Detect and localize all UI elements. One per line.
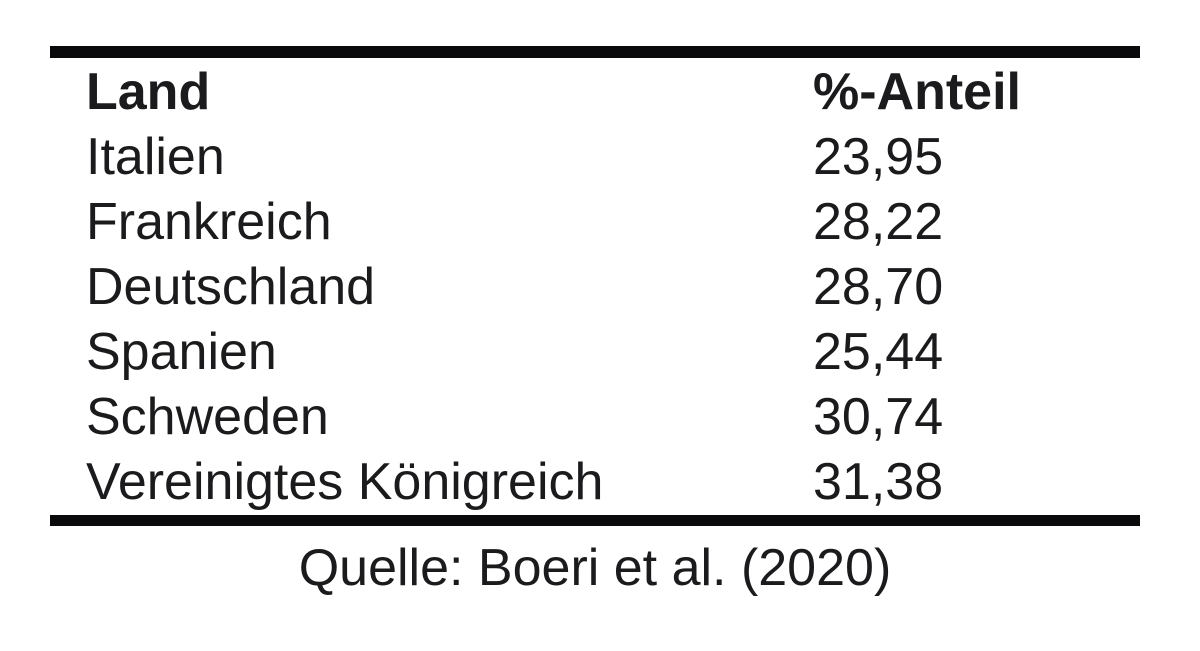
value-cell: 31,38 — [813, 453, 944, 511]
table-row: Schweden 30,74 — [86, 385, 1140, 450]
value-cell: 28,70 — [813, 258, 944, 316]
country-share-table: Land %-Anteil Italien 23,95 Frankreich 2… — [50, 46, 1140, 598]
value-cell: 28,22 — [813, 193, 944, 251]
country-cell: Frankreich — [86, 193, 332, 251]
table-row: Vereinigtes Königreich 31,38 — [86, 450, 1140, 515]
table-row: Frankreich 28,22 — [86, 190, 1140, 255]
column-header-anteil: %-Anteil — [813, 63, 1021, 121]
table-row: Spanien 25,44 — [86, 320, 1140, 385]
value-cell: 25,44 — [813, 323, 944, 381]
value-cell: 30,74 — [813, 388, 944, 446]
country-cell: Schweden — [86, 388, 329, 446]
country-cell: Spanien — [86, 323, 277, 381]
table-header-row: Land %-Anteil — [86, 60, 1140, 125]
table-bottom-rule — [50, 515, 1140, 526]
table-body: Land %-Anteil Italien 23,95 Frankreich 2… — [50, 58, 1140, 515]
country-cell: Deutschland — [86, 258, 376, 316]
value-cell: 23,95 — [813, 128, 944, 186]
table-top-rule — [50, 46, 1140, 58]
source-caption: Quelle: Boeri et al. (2020) — [298, 539, 892, 597]
column-header-land: Land — [86, 63, 211, 121]
table-row: Deutschland 28,70 — [86, 255, 1140, 320]
country-cell: Italien — [86, 128, 225, 186]
country-cell: Vereinigtes Königreich — [86, 453, 604, 511]
table-row: Italien 23,95 — [86, 125, 1140, 190]
